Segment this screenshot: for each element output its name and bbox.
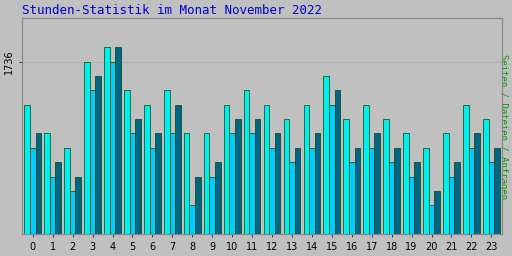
Bar [95,76,101,256]
Bar [150,148,155,256]
Bar [215,162,221,256]
Bar [329,105,335,256]
Bar [30,148,35,256]
Y-axis label: Seiten / Dateien / Anfragen: Seiten / Dateien / Anfragen [499,54,508,199]
Bar [454,162,460,256]
Bar [389,162,394,256]
Bar [449,177,454,256]
Bar [423,148,429,256]
Bar [169,133,175,256]
Bar [269,148,275,256]
Bar [468,148,474,256]
Bar [304,105,309,256]
Bar [383,119,389,256]
Bar [255,119,261,256]
Bar [155,133,161,256]
Bar [50,177,55,256]
Bar [289,162,295,256]
Bar [483,119,488,256]
Bar [115,47,121,256]
Bar [264,105,269,256]
Bar [84,61,90,256]
Bar [374,133,380,256]
Bar [369,148,374,256]
Bar [463,105,468,256]
Bar [75,177,81,256]
Bar [209,177,215,256]
Bar [275,133,281,256]
Bar [443,133,449,256]
Bar [204,133,209,256]
Bar [244,90,249,256]
Bar [104,47,110,256]
Bar [184,133,189,256]
Bar [195,177,201,256]
Bar [35,133,41,256]
Bar [315,133,321,256]
Bar [130,133,135,256]
Bar [45,133,50,256]
Bar [349,162,354,256]
Bar [164,90,169,256]
Text: Stunden-Statistik im Monat November 2022: Stunden-Statistik im Monat November 2022 [22,4,322,17]
Bar [335,90,340,256]
Bar [429,205,434,256]
Bar [488,162,494,256]
Bar [249,133,255,256]
Bar [229,133,235,256]
Bar [135,119,141,256]
Bar [189,205,195,256]
Bar [284,119,289,256]
Bar [144,105,150,256]
Bar [364,105,369,256]
Bar [494,148,500,256]
Bar [235,119,241,256]
Bar [175,105,181,256]
Bar [110,61,115,256]
Bar [124,90,130,256]
Bar [394,148,400,256]
Bar [309,148,315,256]
Bar [90,90,95,256]
Bar [403,133,409,256]
Bar [344,119,349,256]
Bar [65,148,70,256]
Bar [434,191,440,256]
Bar [55,162,61,256]
Bar [409,177,414,256]
Bar [25,105,30,256]
Bar [70,191,75,256]
Bar [224,105,229,256]
Bar [414,162,420,256]
Bar [354,148,360,256]
Bar [295,148,301,256]
Bar [324,76,329,256]
Bar [474,133,480,256]
